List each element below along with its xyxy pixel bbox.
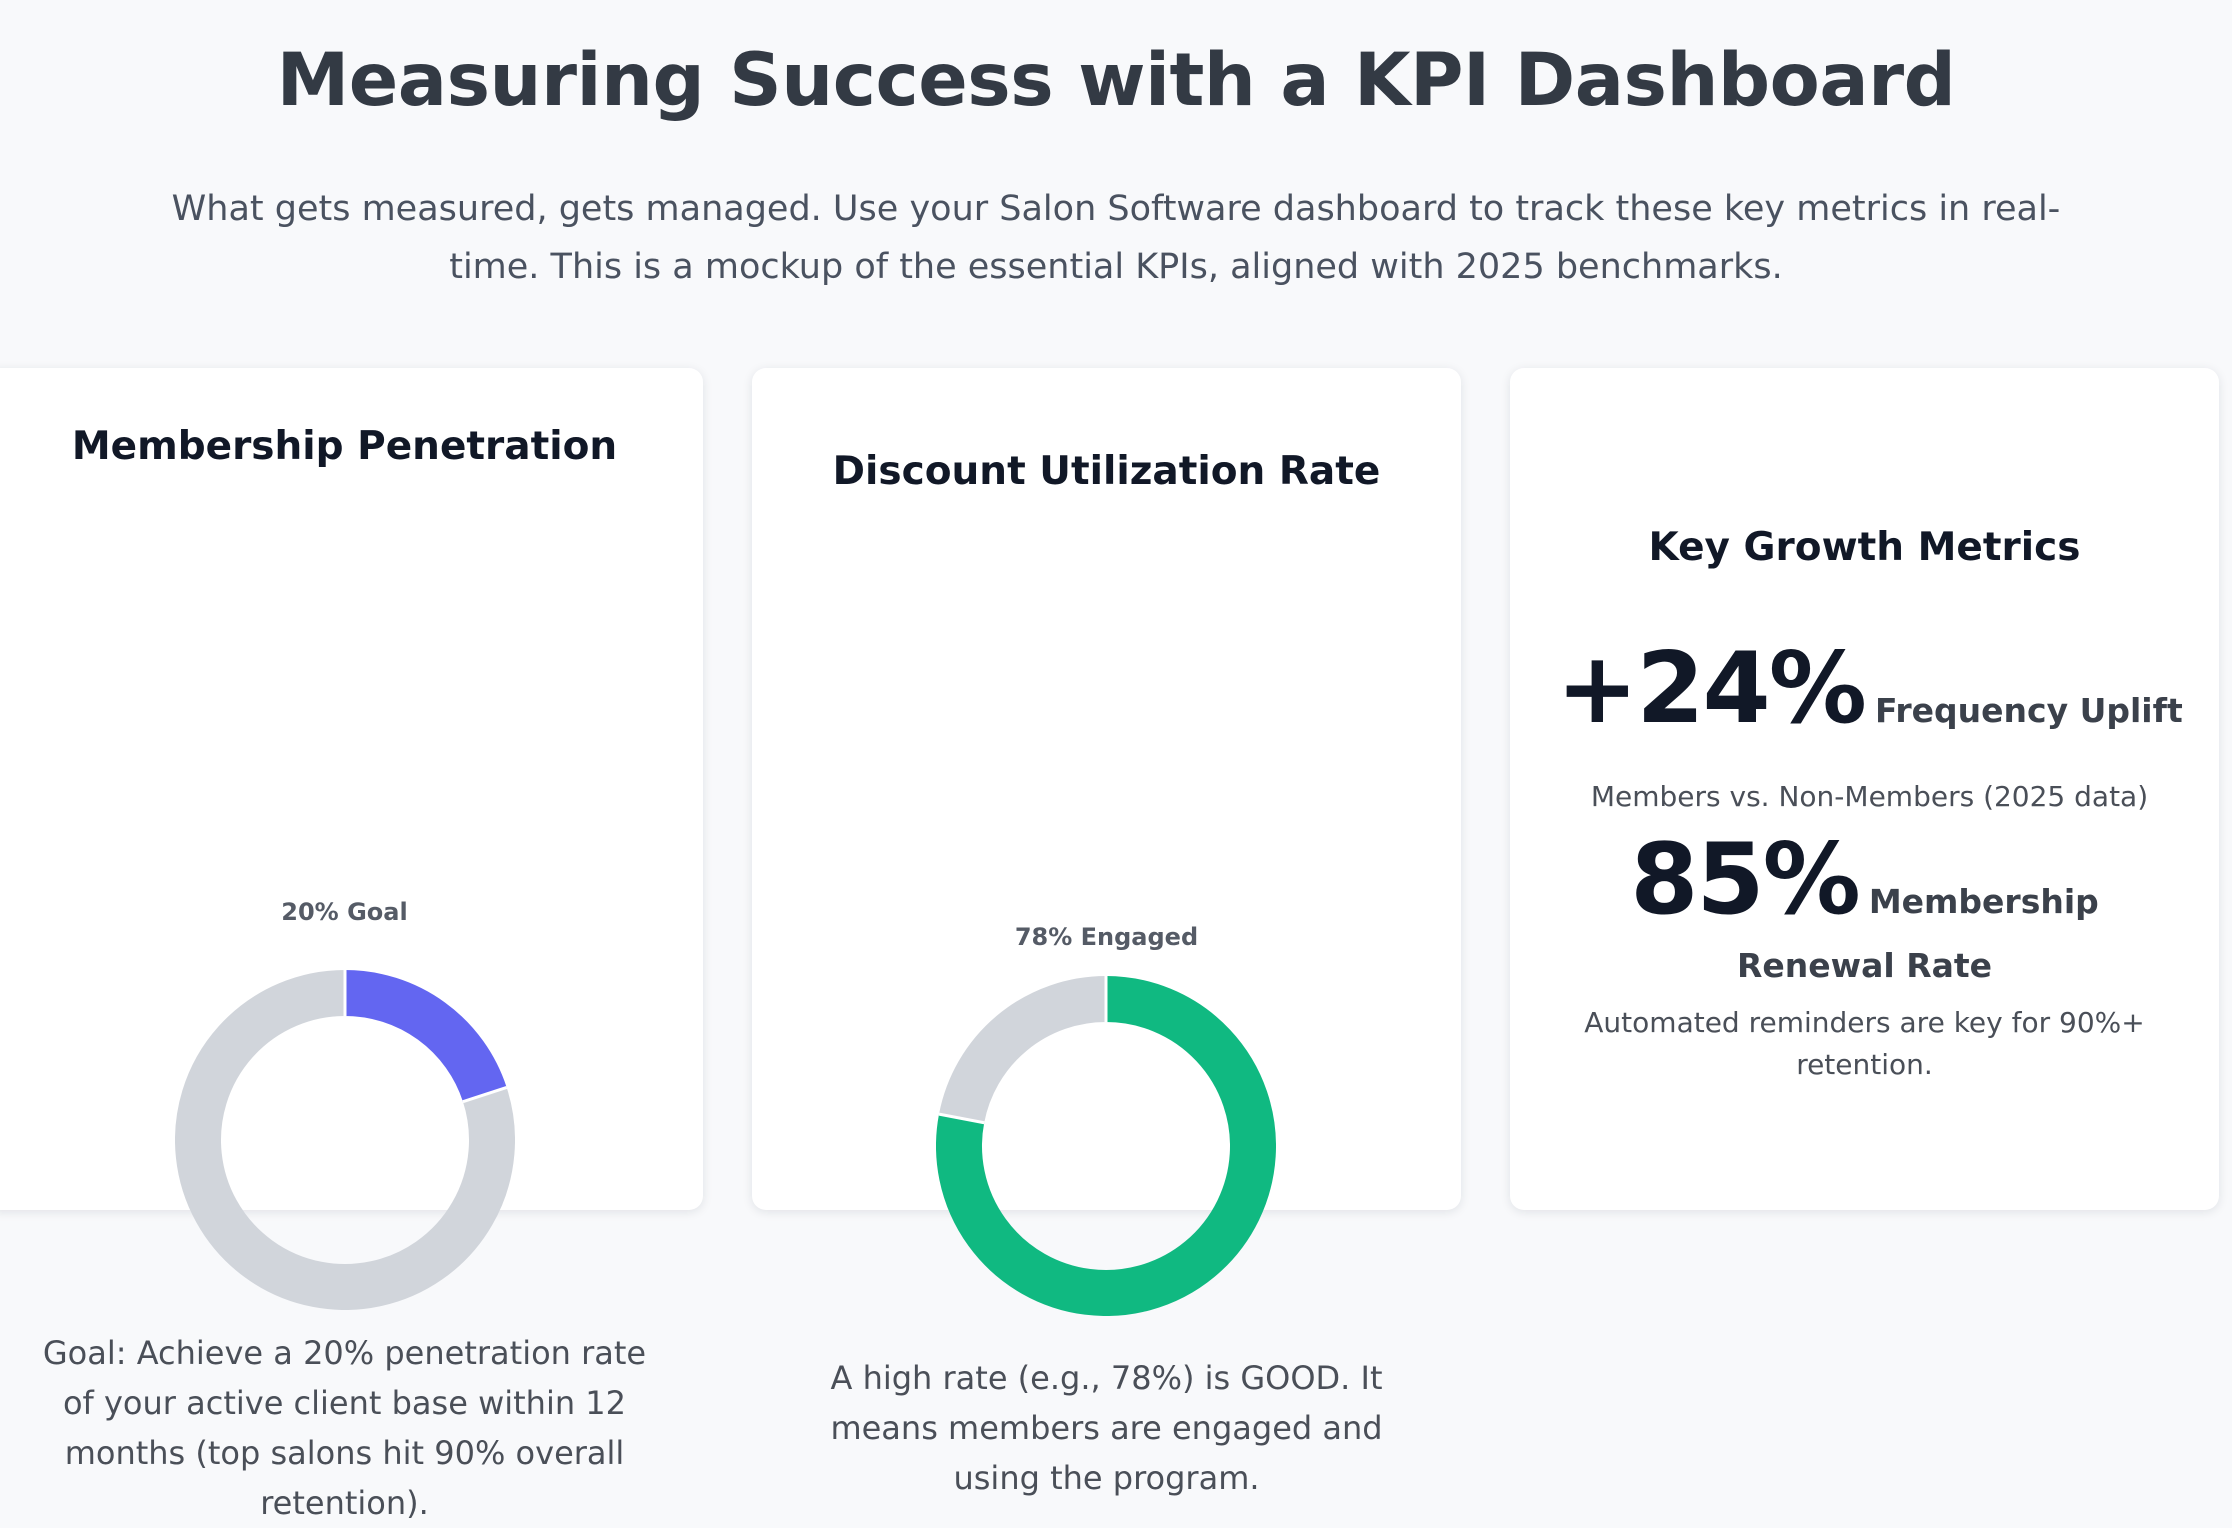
chart-label: 78% Engaged (1014, 923, 1199, 951)
membership-slice (344, 970, 507, 1103)
metric-value: 85% (1630, 823, 1861, 937)
slice-separator (462, 1086, 508, 1104)
page-title: Measuring Success with a KPI Dashboard (276, 38, 1956, 123)
card-description: Goal: Achieve a 20% penetration rate of … (42, 1334, 647, 1522)
chart-label: 20% Goal (281, 898, 408, 926)
metric-note: Members vs. Non-Members (2025 data) (1590, 780, 2149, 813)
card-title: Membership Penetration (71, 424, 618, 469)
discount-donut-chart (936, 976, 1276, 1316)
metric-label: Frequency Uplift (1874, 691, 2183, 730)
metric-frequency-uplift: +24% Frequency Uplift Members vs. Non-Mem… (1540, 630, 2199, 818)
discount-utilization-card: Discount Utilization Rate 78% Engaged A … (752, 368, 1461, 1497)
membership-donut-chart (175, 970, 515, 1310)
metric-value: +24% (1556, 632, 1867, 746)
slice-separator (938, 1112, 985, 1125)
card-title: Key Growth Metrics (1648, 525, 2081, 570)
card-description: A high rate (e.g., 78%) is GOOD. It mean… (830, 1359, 1383, 1497)
card-title: Discount Utilization Rate (832, 449, 1381, 494)
metric-note: Automated reminders are key for 90%+ ret… (1584, 1006, 2145, 1081)
key-growth-metrics-card: Key Growth Metrics +24% Frequency Uplift … (1510, 368, 2219, 1210)
page-intro: What gets measured, gets managed. Use yo… (171, 189, 2061, 287)
metric-label: Membership Renewal Rate (1736, 882, 2099, 985)
remaining-slice (939, 976, 1107, 1124)
membership-penetration-card: Membership Penetration 20% Goal Goal: Ac… (0, 368, 703, 1522)
metric-renewal-rate: 85% Membership Renewal Rate Automated rem… (1550, 820, 2179, 1086)
